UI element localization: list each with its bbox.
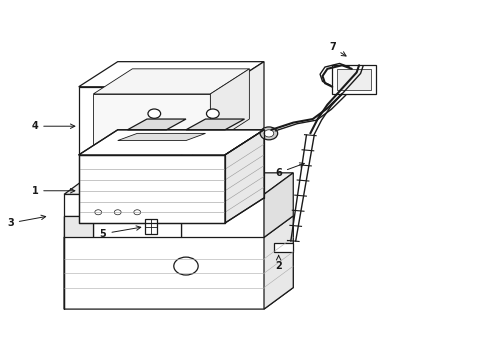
Text: 6: 6 (275, 163, 304, 178)
Polygon shape (336, 69, 370, 90)
Polygon shape (64, 173, 210, 194)
Polygon shape (273, 243, 293, 252)
Polygon shape (224, 130, 264, 223)
Text: 3: 3 (7, 215, 45, 228)
Polygon shape (79, 62, 264, 87)
Polygon shape (64, 216, 293, 237)
Polygon shape (64, 216, 293, 309)
Polygon shape (144, 220, 157, 234)
Polygon shape (79, 155, 224, 223)
Polygon shape (181, 194, 264, 237)
Polygon shape (224, 62, 264, 155)
Polygon shape (113, 155, 181, 166)
Polygon shape (127, 119, 185, 130)
Circle shape (206, 109, 219, 118)
Circle shape (260, 127, 277, 140)
Polygon shape (181, 173, 293, 194)
Text: 7: 7 (328, 42, 346, 56)
Text: 5: 5 (100, 226, 141, 239)
Polygon shape (79, 130, 264, 155)
Polygon shape (64, 216, 93, 237)
Circle shape (264, 130, 273, 137)
Polygon shape (210, 69, 249, 144)
Text: 1: 1 (31, 186, 75, 196)
Circle shape (148, 109, 160, 118)
Polygon shape (264, 216, 293, 309)
Polygon shape (93, 94, 210, 144)
Polygon shape (331, 65, 375, 94)
Polygon shape (264, 173, 293, 237)
Text: 2: 2 (275, 255, 282, 271)
Polygon shape (79, 87, 224, 155)
Polygon shape (181, 147, 192, 166)
Polygon shape (93, 69, 249, 94)
Polygon shape (64, 194, 181, 309)
Polygon shape (118, 134, 205, 140)
Polygon shape (185, 119, 244, 130)
Text: 4: 4 (31, 121, 75, 131)
